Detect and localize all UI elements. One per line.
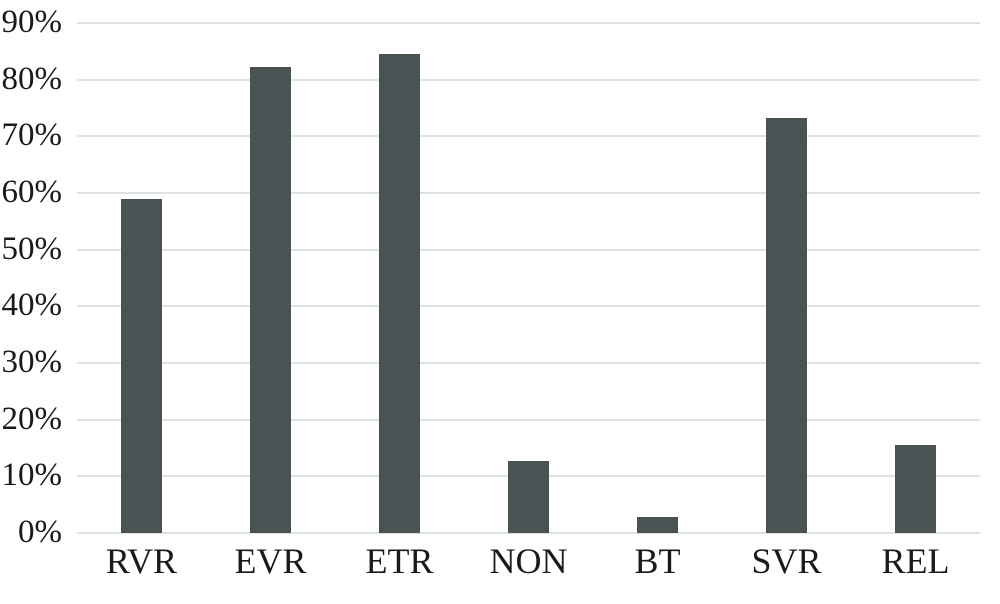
y-tick-label-0%: 0% [18, 513, 62, 550]
bar-RVR [121, 198, 162, 533]
x-tick-label-SVR: SVR [751, 541, 822, 581]
x-tick-label-ETR: ETR [365, 541, 434, 581]
x-axis: RVR EVR ETR NON BT SVR REL [77, 541, 980, 596]
gridline-40% [77, 305, 980, 308]
y-tick-label-10%: 10% [1, 457, 63, 494]
bar-SVR [766, 118, 807, 533]
bar-ETR [379, 54, 420, 533]
x-tick-label-REL: REL [881, 541, 950, 581]
x-tick-label-NON: NON [489, 541, 568, 581]
y-tick-label-50%: 50% [1, 230, 63, 267]
bar-EVR [250, 67, 291, 533]
bar-REL [895, 445, 936, 533]
y-tick-label-40%: 40% [1, 287, 63, 324]
gridline-50% [77, 248, 980, 251]
bar-BT [637, 517, 678, 533]
y-axis: 0% 10% 20% 30% 40% 50% 60% 70% 80% 90% [0, 5, 63, 548]
y-tick-label-30%: 30% [1, 343, 63, 380]
gridline-80% [77, 78, 980, 81]
gridline-30% [77, 362, 980, 364]
plot-area [77, 22, 980, 534]
gridline-90% [77, 22, 980, 24]
y-tick-label-70%: 70% [1, 117, 63, 154]
y-tick-label-80%: 80% [1, 60, 63, 97]
y-tick-label-20%: 20% [1, 400, 63, 437]
gridline-70% [77, 135, 980, 138]
x-tick-label-RVR: RVR [105, 541, 178, 581]
y-tick-label-60%: 60% [1, 173, 63, 210]
x-tick-label-BT: BT [634, 541, 681, 581]
x-tick-label-EVR: EVR [234, 541, 307, 581]
y-tick-label-90%: 90% [1, 3, 63, 40]
bar-NON [508, 461, 549, 533]
gridline-60% [77, 192, 980, 194]
gridline-0% [77, 532, 980, 534]
gridline-20% [77, 418, 980, 421]
